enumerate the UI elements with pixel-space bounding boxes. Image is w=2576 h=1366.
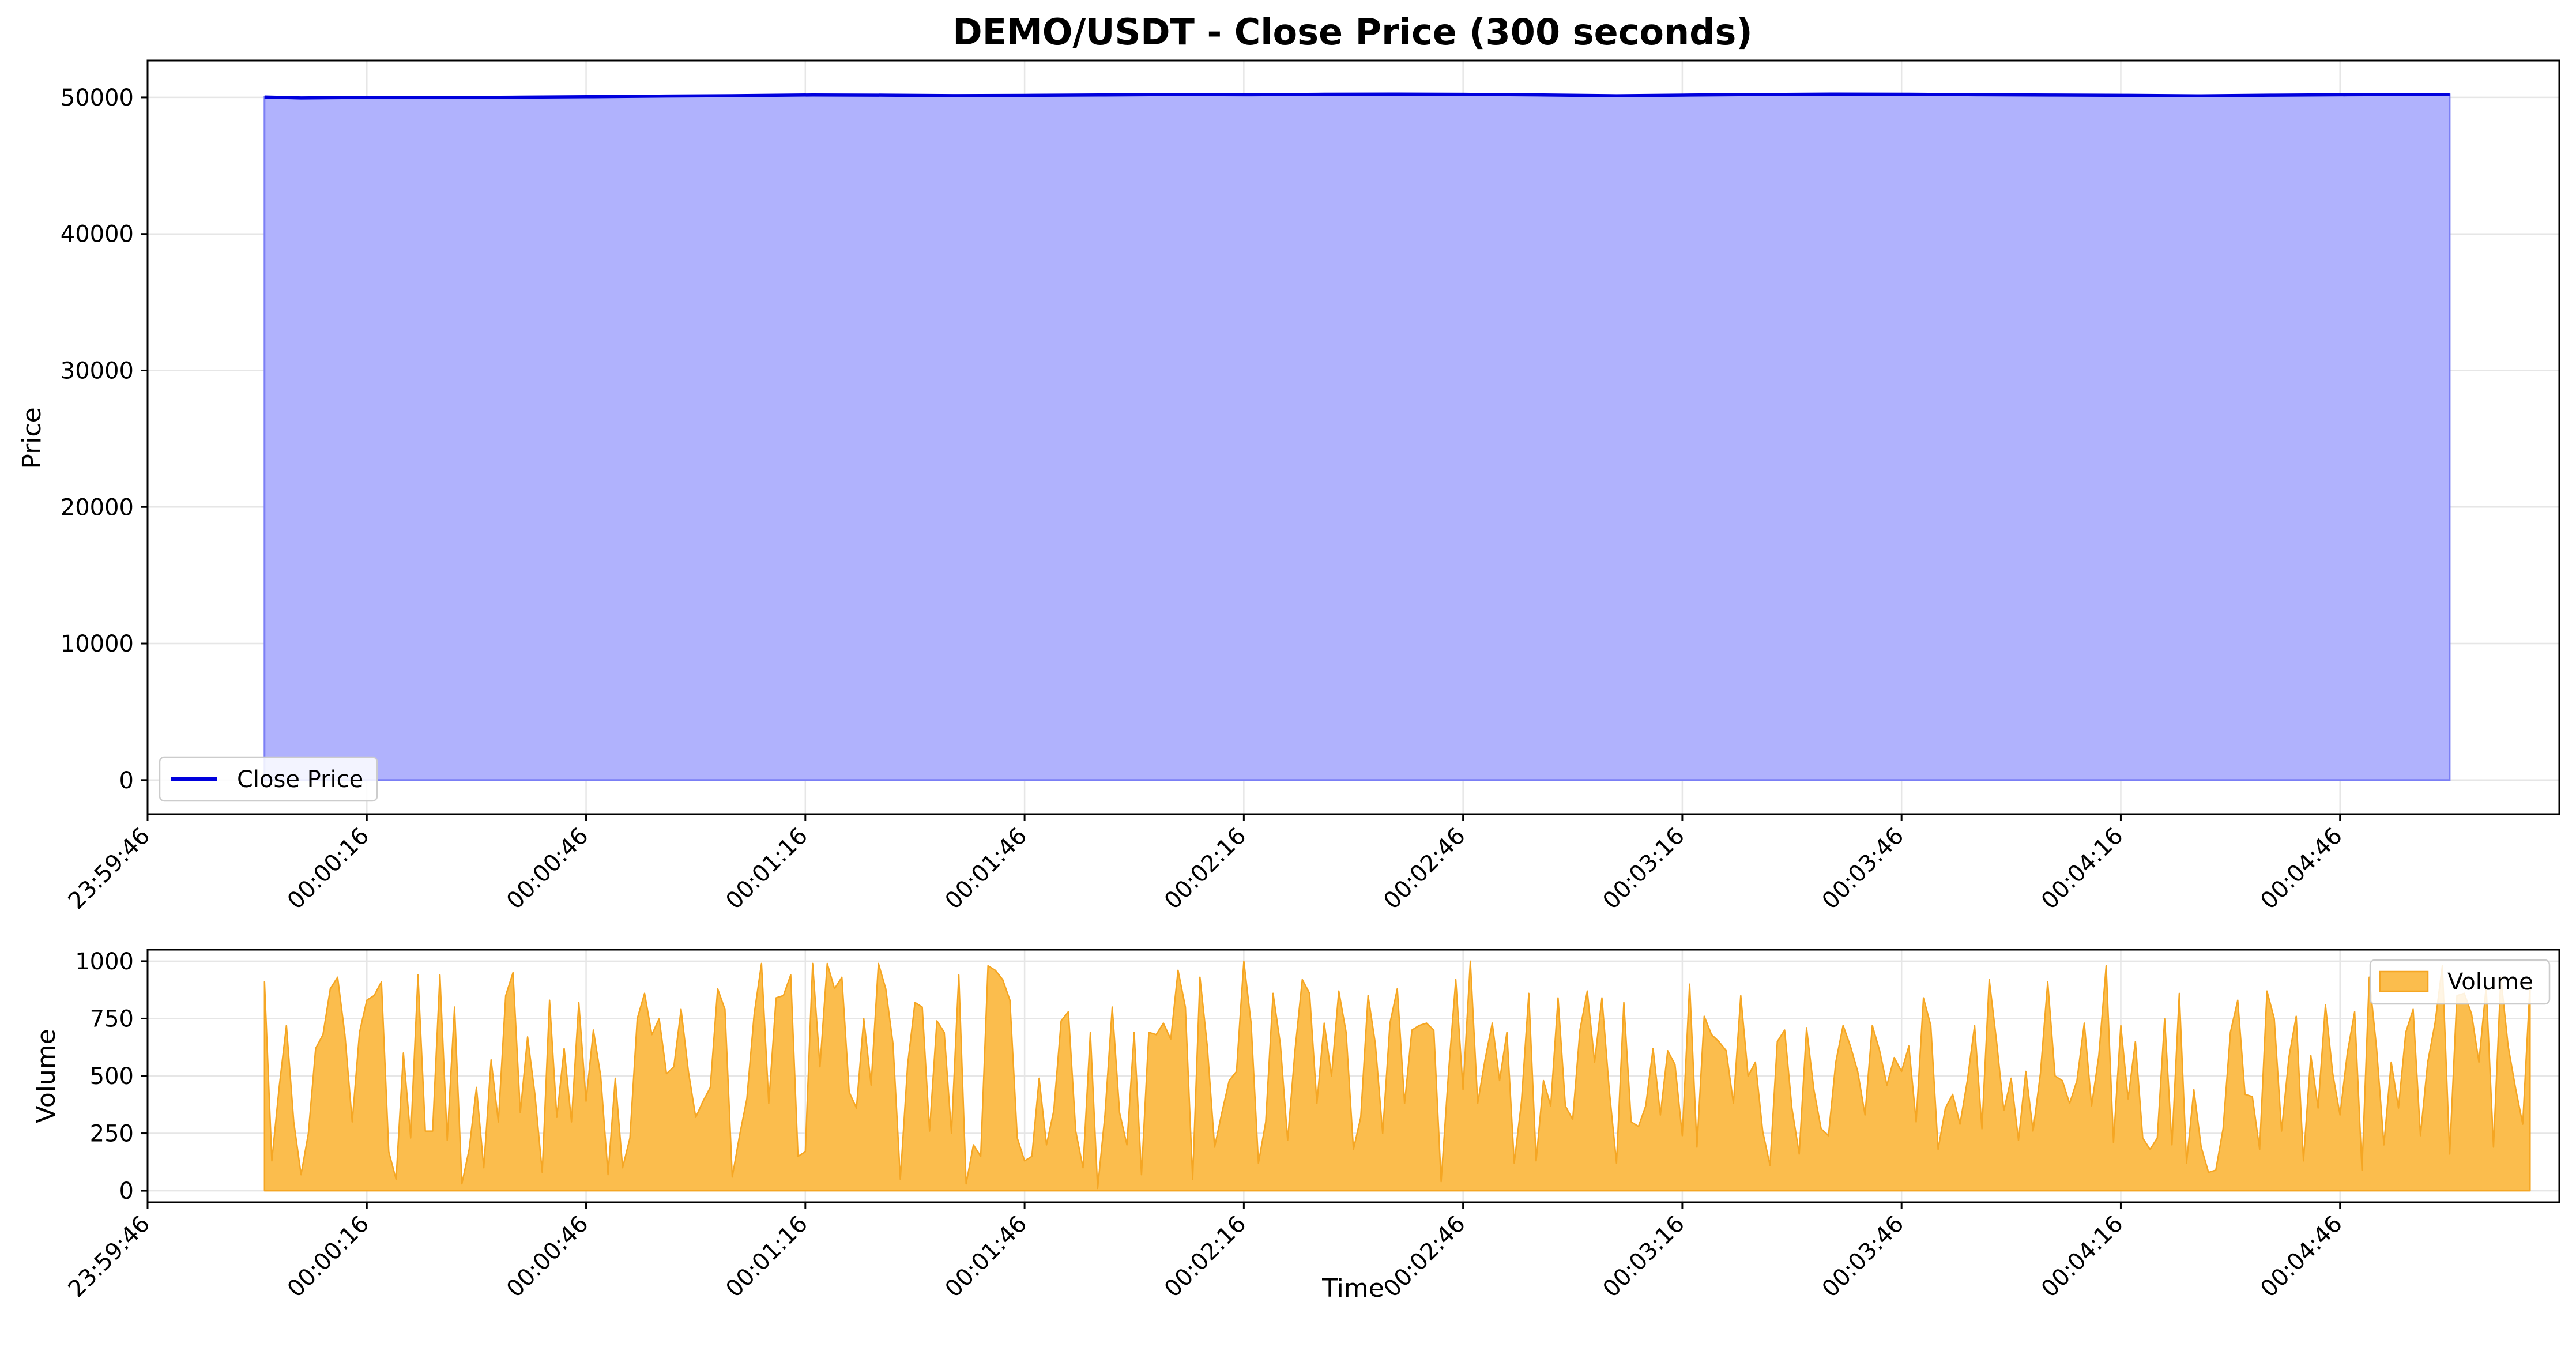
x-axis-label: Time [1321,1274,1384,1303]
price-legend-box [159,756,378,802]
volume-y-tick-label: 750 [90,1006,134,1032]
volume-y-tick-label: 0 [119,1178,134,1205]
price-y-tick-label: 20000 [61,494,134,521]
volume-y-tick-label: 1000 [75,949,134,975]
price-y-tick-label: 0 [119,767,134,794]
volume-legend[interactable]: Volume [2369,959,2551,1005]
price-y-tick-label: 50000 [61,85,134,111]
volume-legend-label: Volume [2447,969,2533,995]
volume-y-tick-label: 250 [90,1121,134,1147]
price-series-line [264,92,2450,100]
price-y-axis-label: Price [17,407,47,469]
volume-legend-swatch [2379,970,2429,992]
price-y-ticks: 0 10000 20000 30000 40000 50000 [61,85,148,794]
price-y-tick-label: 40000 [61,221,134,248]
volume-y-tick-label: 500 [90,1063,134,1090]
chart-title: DEMO/USDT - Close Price (300 seconds) [952,11,1752,53]
volume-area-fill [263,960,2531,1192]
price-legend[interactable]: Close Price [159,756,378,802]
price-y-tick-label: 10000 [61,631,134,657]
volume-y-axis-label: Volume [32,1029,61,1123]
price-area-fill [263,93,2451,781]
volume-y-ticks: 0 250 500 750 1000 [75,949,148,1205]
price-y-tick-label: 30000 [61,358,134,384]
price-axes-frame [146,59,2560,815]
price-legend-label: Close Price [237,766,363,793]
